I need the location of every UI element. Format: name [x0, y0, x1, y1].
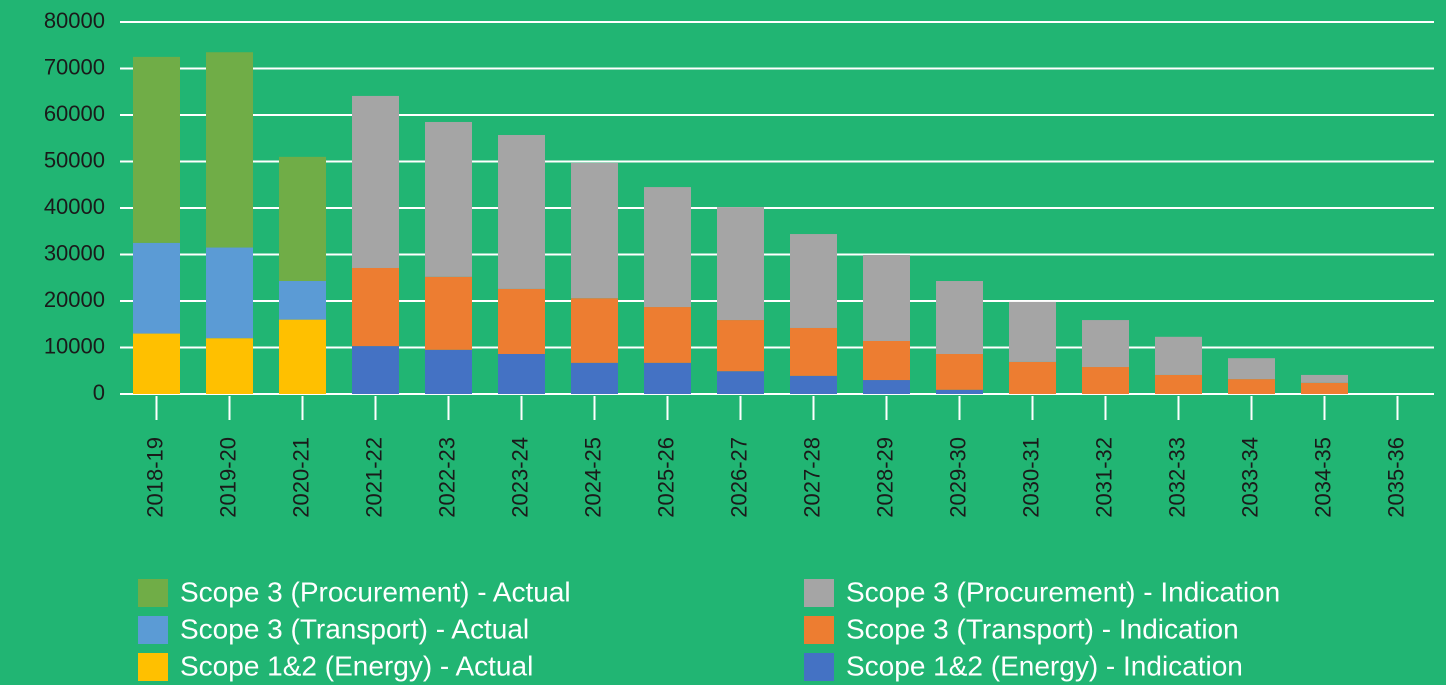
bar-segment [133, 333, 180, 394]
x-tick-label: 2020-21 [288, 437, 313, 518]
x-tick-label: 2021-22 [361, 437, 386, 518]
x-tick-label: 2025-26 [653, 437, 678, 518]
bar-segment [206, 338, 253, 394]
bar-segment [571, 362, 618, 394]
y-tick-label: 80000 [44, 8, 105, 33]
bar-segment [206, 247, 253, 339]
legend-label: Scope 3 (Procurement) - Indication [846, 576, 1280, 607]
legend-swatch [138, 653, 168, 681]
x-tick-label: 2035-36 [1383, 437, 1408, 518]
legend-swatch [138, 616, 168, 644]
x-tick-label: 2033-34 [1237, 437, 1262, 518]
bar-segment [863, 380, 910, 394]
y-tick-label: 60000 [44, 101, 105, 126]
bar-segment [644, 362, 691, 394]
bar-segment [498, 288, 545, 355]
bar-segment [717, 371, 764, 394]
legend-swatch [804, 616, 834, 644]
x-tick-label: 2023-24 [507, 437, 532, 518]
y-tick-label: 30000 [44, 240, 105, 265]
bar-segment [1155, 336, 1202, 375]
legend-label: Scope 3 (Transport) - Indication [846, 613, 1239, 644]
bar-segment [206, 52, 253, 248]
x-tick-label: 2026-27 [726, 437, 751, 518]
bar-segment [790, 234, 837, 328]
bar-segment [279, 319, 326, 394]
bar-segment [936, 389, 983, 394]
y-tick-label: 40000 [44, 194, 105, 219]
bar-segment [352, 267, 399, 347]
bar-segment [1228, 358, 1275, 380]
bar-segment [352, 95, 399, 268]
x-tick-label: 2022-23 [434, 437, 459, 518]
bar-segment [133, 242, 180, 334]
bar-segment [1301, 382, 1348, 394]
x-tick-label: 2030-31 [1018, 437, 1043, 518]
x-tick-label: 2032-33 [1164, 437, 1189, 518]
bar-segment [352, 346, 399, 394]
x-tick-label: 2034-35 [1310, 437, 1335, 518]
bar-segment [936, 281, 983, 355]
bar-segment [1082, 367, 1129, 394]
legend-label: Scope 3 (Transport) - Actual [180, 613, 529, 644]
legend-label: Scope 1&2 (Energy) - Indication [846, 650, 1243, 681]
bar-segment [863, 340, 910, 381]
bar-segment [790, 327, 837, 376]
bar-segment [1155, 374, 1202, 394]
legend-label: Scope 1&2 (Energy) - Actual [180, 650, 533, 681]
x-tick-label: 2027-28 [799, 437, 824, 518]
bar-segment [425, 276, 472, 350]
bar-segment [1228, 379, 1275, 394]
bar-segment [279, 281, 326, 320]
legend-label: Scope 3 (Procurement) - Actual [180, 576, 571, 607]
bar-segment [425, 121, 472, 277]
bar-segment [644, 307, 691, 363]
y-tick-label: 70000 [44, 54, 105, 79]
bar-segment [1009, 301, 1056, 362]
y-tick-label: 50000 [44, 147, 105, 172]
bar-segment [571, 162, 618, 299]
bar-segment [863, 254, 910, 341]
y-tick-label: 0 [93, 380, 105, 405]
legend-swatch [804, 579, 834, 607]
bar-segment [644, 187, 691, 308]
bar-segment [1301, 374, 1348, 383]
x-tick-label: 2029-30 [945, 437, 970, 518]
bar-segment [498, 134, 545, 289]
legend-swatch [804, 653, 834, 681]
x-tick-label: 2018-19 [142, 437, 167, 518]
y-tick-label: 10000 [44, 333, 105, 358]
y-tick-label: 20000 [44, 287, 105, 312]
x-tick-label: 2019-20 [215, 437, 240, 518]
x-tick-label: 2028-29 [872, 437, 897, 518]
bar-segment [498, 354, 545, 394]
bar-segment [717, 320, 764, 372]
bar-segment [133, 56, 180, 243]
bar-segment [717, 207, 764, 321]
bar-segment [1009, 361, 1056, 394]
bar-segment [425, 349, 472, 394]
bar-segment [936, 354, 983, 390]
x-tick-label: 2031-32 [1091, 437, 1116, 518]
bar-segment [1082, 320, 1129, 368]
bar-segment [571, 298, 618, 363]
legend-swatch [138, 579, 168, 607]
x-tick-label: 2024-25 [580, 437, 605, 518]
bar-segment [790, 375, 837, 394]
bar-segment [279, 156, 326, 282]
